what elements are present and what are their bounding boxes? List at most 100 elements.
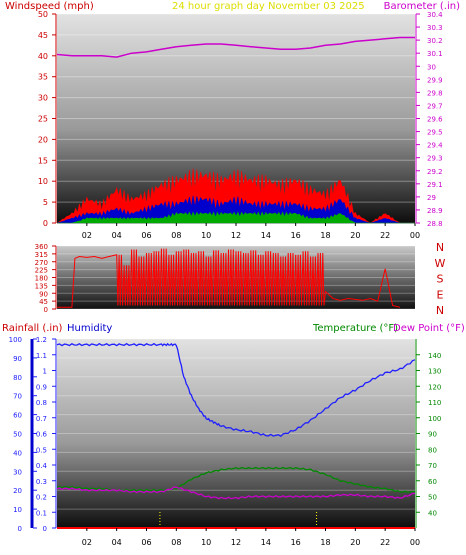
- x-tick-label: 02: [82, 538, 92, 547]
- rainfall-tick-label: 0.6: [36, 431, 48, 439]
- x-tick-label: 00: [410, 538, 420, 547]
- tick-label: 30.2: [427, 37, 443, 45]
- rainfall-tick-label: 0.9: [36, 383, 47, 391]
- temperature-tick-label: 140: [428, 352, 441, 360]
- humidity-panel-background: [57, 339, 415, 528]
- x-tick-label: 10: [201, 538, 211, 547]
- tick-label: 35: [38, 73, 48, 82]
- temperature-tick-label: 110: [428, 399, 441, 407]
- x-tick-label: 06: [141, 538, 151, 547]
- x-tick-label: 22: [380, 231, 390, 240]
- tick-label: 29.1: [427, 181, 443, 189]
- tick-label: 15: [38, 156, 48, 165]
- windspeed-label: Windspeed (mph): [5, 1, 94, 12]
- tick-label: 315: [35, 251, 48, 259]
- rainfall-tick-label: 0.1: [36, 509, 47, 517]
- tick-label: 40: [38, 52, 48, 61]
- x-tick-label: 16: [291, 538, 301, 547]
- x-tick-label: 04: [112, 538, 122, 547]
- barometer-label: Barometer (.in): [384, 1, 460, 12]
- barometer-series: [56, 36, 415, 58]
- temperature-tick-label: 120: [428, 383, 441, 391]
- tick-label: 180: [35, 275, 48, 283]
- direction-series-line: [57, 248, 401, 308]
- x-tick-label: 14: [261, 231, 271, 240]
- humidity-tick-label: 100: [9, 336, 22, 344]
- temperature-tick-label: 80: [428, 446, 437, 454]
- rainfall-tick-label: 0: [43, 525, 47, 533]
- dewpoint-label: Dew Point (°F): [393, 323, 465, 334]
- humidity-tick-label: 90: [13, 355, 22, 363]
- barometer-axis: 28.8 28.9 29 29.1 29.2 29.3 29.4 29.5 29.6 29.7 29…: [415, 11, 443, 228]
- tick-label: 29.9: [427, 76, 443, 84]
- rainfall-label: Rainfall (.in): [2, 323, 63, 334]
- compass-letter: N: [436, 241, 444, 254]
- x-tick-label: 12: [231, 231, 241, 240]
- rainfall-tick-label: 1.1: [36, 352, 47, 360]
- tick-label: 20: [38, 135, 48, 144]
- temperature-tick-label: 130: [428, 368, 441, 376]
- tick-label: 360: [35, 243, 48, 251]
- tick-label: 90: [39, 290, 48, 298]
- low-wind-series: [57, 211, 415, 224]
- wind-panel-x-axis: 02 04 06 08 10 12 14 16 18 20 22 00: [82, 223, 420, 240]
- windspeed-axis: 0 5 10 15 20 25 30 35 40 45 50: [38, 10, 57, 228]
- rainfall-tick-label: 0.2: [36, 494, 47, 502]
- x-tick-label: 10: [201, 231, 211, 240]
- tick-label: 30: [427, 63, 436, 71]
- temperature-tick-label: 100: [428, 415, 441, 423]
- rainfall-tick-label: 1: [43, 368, 47, 376]
- graph-title: 24 hour graph day November 03 2025: [172, 1, 365, 12]
- temperature-tick-label: 50: [428, 494, 437, 502]
- humidity-tick-label: 20: [13, 487, 22, 495]
- humidity-series: [56, 342, 416, 438]
- humidity-panel-x-axis: 02 04 06 08 10 12 14 16 18 20 22 00: [82, 528, 420, 547]
- temperature-tick-label: 40: [428, 509, 437, 517]
- tick-label: 30: [38, 94, 48, 103]
- temperature-tick-label: 70: [428, 462, 437, 470]
- tick-label: 29.3: [427, 155, 443, 163]
- tick-label: 29.7: [427, 102, 443, 110]
- tick-label: 29.5: [427, 129, 443, 137]
- humidity-tick-label: 50: [13, 431, 22, 439]
- x-tick-label: 22: [380, 538, 390, 547]
- tick-label: 28.9: [427, 207, 443, 215]
- humidity-panel-axes: 0 10 20 30 40 50 60 70 80 90 100 0 0.1 0.2 0.3 0.4 0.5 0.…: [9, 336, 442, 533]
- humidity-panel-grid: [57, 338, 415, 529]
- temperature-tick-label: 90: [428, 431, 437, 439]
- humidity-tick-label: 30: [13, 468, 22, 476]
- dewpoint-series: [56, 486, 416, 500]
- x-tick-label: 00: [410, 231, 420, 240]
- tick-label: 30.1: [427, 50, 443, 58]
- x-tick-label: 20: [350, 231, 360, 240]
- tick-label: 29.2: [427, 168, 443, 176]
- tick-label: 25: [38, 115, 48, 124]
- x-tick-label: 02: [82, 231, 92, 240]
- tick-label: 28.8: [427, 220, 443, 228]
- tick-label: 30.3: [427, 24, 443, 32]
- tick-label: 29.4: [427, 142, 443, 150]
- tick-label: 0: [44, 306, 48, 314]
- wind-gust-series: [56, 168, 415, 224]
- compass-letter: S: [437, 273, 444, 286]
- x-tick-label: 16: [291, 231, 301, 240]
- x-tick-label: 08: [171, 538, 181, 547]
- x-tick-label: 18: [320, 231, 330, 240]
- tick-label: 29: [427, 194, 436, 202]
- tick-label: 45: [39, 298, 48, 306]
- tick-label: 5: [43, 198, 48, 207]
- rainfall-tick-label: 0.7: [36, 415, 47, 423]
- x-tick-label: 20: [350, 538, 360, 547]
- x-tick-label: 18: [320, 538, 330, 547]
- rainfall-tick-label: 0.5: [36, 446, 47, 454]
- tick-label: 135: [35, 282, 48, 290]
- direction-series: [57, 248, 401, 308]
- compass-letter: N: [436, 304, 444, 317]
- x-tick-label: 06: [141, 231, 151, 240]
- humidity-label: Humidity: [67, 323, 112, 334]
- tick-label: 29.8: [427, 89, 443, 97]
- tick-label: 0: [43, 219, 48, 228]
